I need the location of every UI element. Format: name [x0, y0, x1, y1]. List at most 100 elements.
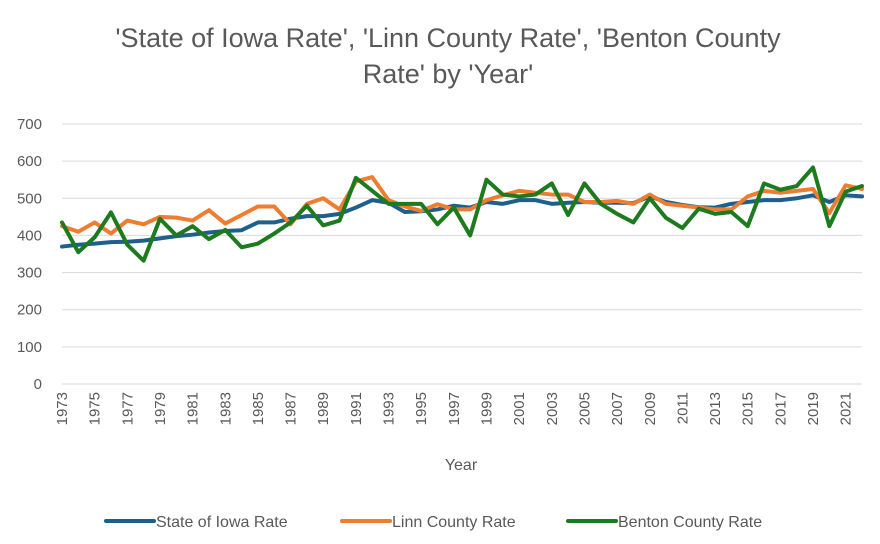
data-point: [272, 231, 276, 236]
data-point: [191, 218, 195, 223]
y-tick-label: 700: [17, 116, 42, 133]
data-point: [844, 190, 848, 194]
data-point: [207, 208, 211, 212]
data-point: [648, 196, 652, 200]
data-point: [174, 233, 178, 238]
x-tick-label: 1981: [185, 392, 202, 425]
x-tick-label: 1973: [54, 392, 71, 425]
series-line: [60, 193, 864, 249]
data-point: [827, 211, 831, 215]
data-point: [615, 199, 619, 203]
data-point: [435, 222, 440, 226]
data-point: [337, 207, 342, 212]
series-3: [60, 165, 864, 263]
data-point: [403, 202, 407, 206]
x-tick-label: 2005: [576, 392, 593, 425]
data-point: [533, 198, 538, 202]
data-point: [468, 233, 472, 238]
data-point: [256, 220, 260, 225]
data-point: [207, 230, 211, 235]
data-point: [370, 175, 374, 179]
x-tick-label: 1993: [381, 392, 398, 425]
data-point: [501, 202, 505, 206]
data-point: [844, 183, 848, 187]
data-point: [370, 189, 374, 193]
data-point: [142, 239, 146, 243]
data-point: [207, 237, 211, 241]
data-point: [582, 200, 587, 204]
x-tick-label: 1999: [478, 392, 495, 425]
data-point: [223, 228, 227, 232]
data-point: [664, 216, 668, 220]
legend: State of Iowa Rate Linn County Rate Benton…: [104, 514, 762, 531]
data-point: [762, 198, 766, 202]
data-point: [484, 178, 489, 182]
data-point: [256, 242, 260, 246]
data-point: [191, 233, 195, 237]
data-point: [811, 165, 815, 170]
data-point: [664, 202, 668, 206]
data-point: [419, 202, 423, 206]
x-tick-label: 2009: [642, 392, 659, 425]
x-tick-label: 2011: [674, 392, 691, 424]
data-point: [452, 205, 456, 210]
gridlines: [62, 123, 862, 385]
data-point: [778, 198, 782, 202]
data-point: [566, 201, 570, 205]
data-point: [60, 220, 64, 225]
x-tick-label: 1995: [413, 392, 430, 425]
y-tick-label: 200: [17, 302, 42, 319]
legend-label: Linn County Rate: [392, 514, 516, 531]
data-point: [762, 181, 766, 186]
data-point: [354, 176, 358, 180]
data-point: [239, 245, 244, 249]
data-point: [680, 204, 685, 208]
data-point: [60, 244, 64, 249]
data-point: [615, 212, 619, 216]
x-tick-label: 2017: [772, 392, 789, 425]
x-axis-ticks: 1973 1975 1977 1979 1981 1983 1985 1987 1989 1991…: [54, 392, 855, 425]
series-line: [60, 165, 864, 263]
data-point: [354, 205, 358, 210]
data-point: [142, 259, 146, 263]
data-point: [288, 220, 293, 225]
y-tick-label: 300: [17, 265, 42, 282]
data-point: [191, 224, 195, 228]
data-point: [484, 198, 489, 202]
data-point: [811, 193, 815, 197]
data-point: [778, 188, 782, 192]
data-point: [746, 200, 750, 204]
y-tick-label: 100: [17, 339, 42, 356]
data-point: [321, 223, 325, 227]
x-tick-label: 1987: [283, 392, 300, 425]
y-tick-label: 0: [34, 376, 42, 393]
data-point: [713, 212, 717, 216]
x-tick-label: 1977: [119, 392, 136, 425]
data-point: [550, 192, 554, 197]
chart-title-line-1: 'State of Iowa Rate', 'Linn County Rate'…: [115, 23, 781, 53]
x-tick-label: 1983: [217, 392, 234, 425]
data-point: [125, 218, 129, 223]
data-point: [109, 231, 113, 236]
data-point: [386, 202, 391, 206]
data-point: [582, 181, 587, 186]
data-point: [746, 224, 750, 228]
data-point: [93, 242, 97, 246]
legend-label: Benton County Rate: [618, 514, 762, 531]
x-tick-label: 2001: [511, 392, 528, 425]
data-point: [109, 240, 113, 244]
data-point: [272, 220, 276, 225]
data-point: [680, 226, 685, 230]
data-point: [860, 184, 864, 188]
legend-label: State of Iowa Rate: [156, 514, 288, 531]
data-point: [648, 192, 652, 197]
data-point: [713, 207, 717, 212]
y-axis-ticks: 0 100 200 300 400 500 600 700: [17, 116, 42, 393]
data-point: [631, 202, 636, 206]
x-tick-label: 1989: [315, 392, 332, 425]
data-point: [239, 213, 244, 217]
data-point: [125, 243, 129, 247]
data-point: [550, 181, 554, 186]
x-tick-label: 1985: [250, 392, 267, 425]
data-point: [729, 202, 733, 206]
